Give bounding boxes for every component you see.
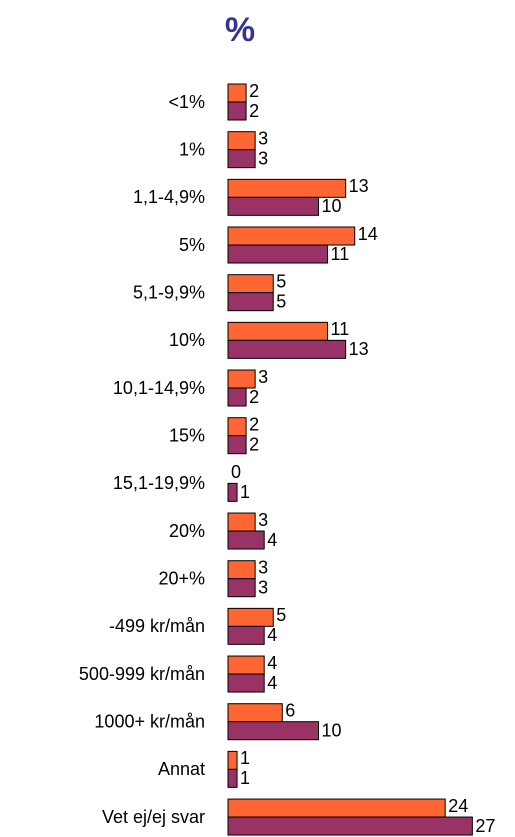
category-label: Annat bbox=[158, 759, 205, 779]
value-label: 24 bbox=[448, 796, 468, 816]
category-label: 1,1-4,9% bbox=[133, 187, 205, 207]
bar bbox=[227, 482, 238, 502]
value-label: 11 bbox=[331, 319, 350, 339]
value-label: 1 bbox=[240, 748, 250, 768]
value-label: 2 bbox=[249, 414, 259, 434]
value-label: 13 bbox=[349, 339, 369, 359]
bar bbox=[227, 768, 238, 788]
bar bbox=[227, 387, 247, 407]
category-label: 1000+ kr/mån bbox=[94, 711, 205, 731]
value-label: 5 bbox=[276, 271, 286, 291]
value-label: 1 bbox=[240, 482, 250, 502]
category-label: 10,1-14,9% bbox=[113, 378, 205, 398]
value-label: 6 bbox=[285, 700, 295, 720]
bar bbox=[227, 512, 256, 532]
category-label: 1% bbox=[179, 139, 205, 159]
value-label: 3 bbox=[258, 128, 268, 148]
bar bbox=[227, 83, 247, 103]
category-label: 5,1-9,9% bbox=[133, 282, 205, 302]
category-label: 500-999 kr/mån bbox=[79, 664, 205, 684]
value-label: 10 bbox=[322, 196, 342, 216]
value-label: 5 bbox=[276, 605, 286, 625]
bar bbox=[227, 607, 274, 627]
value-label: 2 bbox=[249, 434, 259, 454]
bar bbox=[227, 530, 265, 550]
bar bbox=[227, 798, 446, 818]
bar bbox=[227, 274, 274, 294]
bar bbox=[227, 435, 247, 455]
value-label: 3 bbox=[258, 510, 268, 530]
category-label: 15,1-19,9% bbox=[113, 473, 205, 493]
chart-title: % bbox=[225, 11, 255, 49]
value-label: 5 bbox=[276, 291, 286, 311]
value-label: 3 bbox=[258, 367, 268, 387]
bar bbox=[227, 655, 265, 675]
bar bbox=[227, 369, 256, 389]
bar bbox=[227, 560, 256, 580]
bar bbox=[227, 149, 256, 169]
value-label: 14 bbox=[358, 224, 378, 244]
bar bbox=[227, 226, 356, 246]
value-label: 13 bbox=[349, 176, 369, 196]
value-label: 2 bbox=[249, 101, 259, 121]
category-label: 20+% bbox=[158, 568, 205, 588]
category-label: 20% bbox=[169, 521, 205, 541]
bar bbox=[227, 625, 265, 645]
category-label: -499 kr/mån bbox=[109, 616, 205, 636]
value-label: 4 bbox=[267, 625, 277, 645]
bar bbox=[227, 321, 329, 341]
category-label: <1% bbox=[168, 92, 205, 112]
bar bbox=[227, 101, 247, 121]
bar bbox=[227, 721, 319, 741]
value-label: 4 bbox=[267, 530, 277, 550]
bar bbox=[227, 244, 329, 264]
bar bbox=[227, 131, 256, 151]
category-label: 10% bbox=[169, 330, 205, 350]
value-label: 4 bbox=[267, 653, 277, 673]
value-label: 27 bbox=[475, 816, 495, 836]
bar bbox=[227, 417, 247, 437]
bar bbox=[227, 578, 256, 598]
category-label: Vet ej/ej svar bbox=[102, 807, 205, 827]
value-label: 3 bbox=[258, 557, 268, 577]
bar bbox=[227, 703, 283, 723]
value-label: 2 bbox=[249, 387, 259, 407]
bar bbox=[227, 750, 238, 770]
value-label: 10 bbox=[322, 720, 342, 740]
bar bbox=[227, 178, 347, 198]
value-label: 4 bbox=[267, 673, 277, 693]
category-label: 15% bbox=[169, 425, 205, 445]
bar bbox=[227, 673, 265, 693]
category-label: 5% bbox=[179, 235, 205, 255]
value-label: 3 bbox=[258, 577, 268, 597]
value-label: 2 bbox=[249, 81, 259, 101]
bar bbox=[227, 292, 274, 312]
value-label: 0 bbox=[231, 462, 241, 482]
value-label: 3 bbox=[258, 148, 268, 168]
value-label: 11 bbox=[331, 244, 350, 264]
bar bbox=[227, 816, 473, 836]
bar bbox=[227, 339, 347, 359]
bar bbox=[227, 196, 319, 216]
value-label: 1 bbox=[240, 768, 250, 788]
